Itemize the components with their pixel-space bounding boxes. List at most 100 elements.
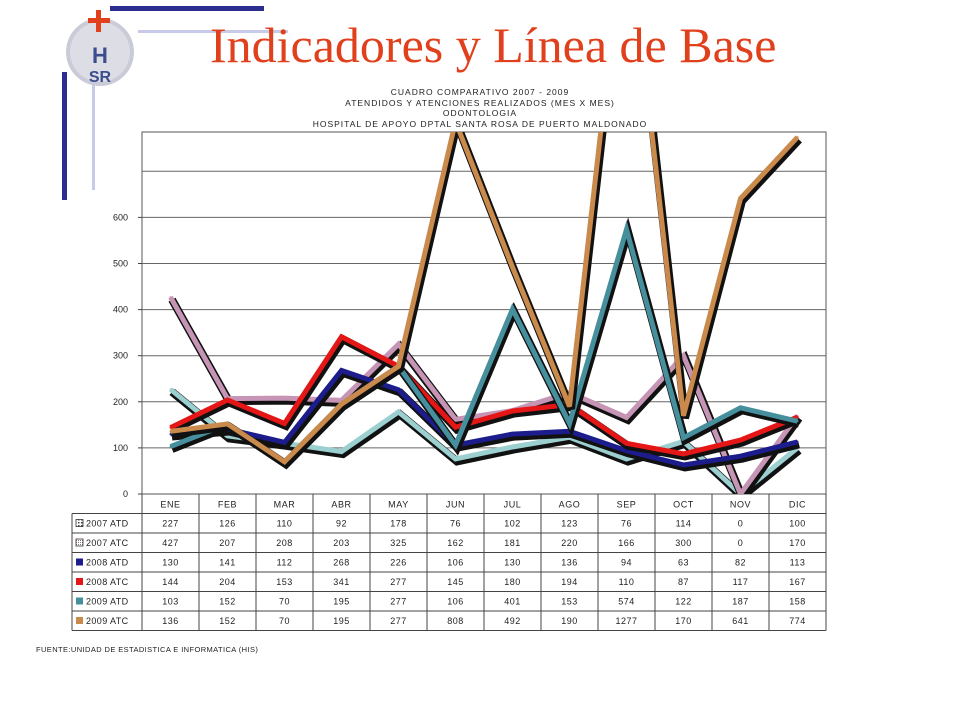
table-cell: 136 [162, 616, 179, 626]
table-cell: 1277 [615, 616, 637, 626]
table-cell: 574 [618, 597, 635, 607]
table-cell: 70 [279, 616, 290, 626]
table-cell: 123 [561, 519, 578, 529]
deco-line-horizontal-light [138, 30, 288, 33]
data-point [739, 455, 742, 458]
data-point [568, 405, 571, 408]
data-point [511, 410, 514, 413]
table-cell: 207 [219, 538, 236, 548]
table-cell: 141 [219, 558, 236, 568]
data-point [511, 433, 514, 436]
data-point [397, 410, 400, 413]
data-point [625, 416, 628, 419]
table-cell: 113 [790, 558, 806, 568]
table-cell: 170 [675, 616, 692, 626]
table-cell: 82 [735, 558, 746, 568]
table-cell: 641 [732, 616, 749, 626]
table-cell: 162 [447, 538, 464, 548]
table-cell: 180 [504, 577, 521, 587]
table-cell: 178 [390, 519, 407, 529]
table-cell: 130 [162, 558, 179, 568]
legend-label: 2009 ATD [86, 597, 129, 607]
category-label: MAY [388, 500, 409, 510]
data-point [454, 444, 457, 447]
legend-key [75, 519, 84, 527]
table-cell: 0 [738, 538, 744, 548]
data-point [340, 450, 343, 453]
table-cell: 341 [333, 577, 350, 587]
data-point [682, 463, 685, 466]
category-label: ABR [331, 500, 351, 510]
table-cell: 152 [219, 616, 236, 626]
data-point [682, 414, 685, 417]
y-tick-label: 400 [113, 305, 128, 315]
table-cell: 152 [219, 597, 236, 607]
y-tick-label: 600 [113, 212, 128, 222]
category-label: FEB [218, 500, 237, 510]
data-point [739, 439, 742, 442]
table-cell: 277 [390, 597, 407, 607]
table-cell: 76 [450, 519, 461, 529]
category-label: DIC [789, 500, 806, 510]
category-label: MAR [274, 500, 296, 510]
svg-text:H: H [92, 43, 108, 68]
table-cell: 170 [789, 538, 806, 548]
data-point [454, 418, 457, 421]
data-point [340, 403, 343, 406]
chart-title-line: ODONTOLOGIA [442, 108, 518, 118]
table-cell: 76 [621, 519, 632, 529]
table-cell: 130 [504, 558, 521, 568]
deco-line-vertical-light [92, 40, 95, 190]
category-label: AGO [559, 500, 581, 510]
table-cell: 204 [219, 577, 236, 587]
data-point [625, 449, 628, 452]
y-tick-label: 300 [113, 351, 128, 361]
data-point [625, 457, 628, 460]
data-point [169, 430, 172, 433]
table-cell: 106 [447, 558, 464, 568]
table-cell: 70 [279, 597, 290, 607]
data-point [796, 420, 799, 423]
y-tick-label: 500 [113, 259, 128, 269]
series-line [170, 132, 800, 465]
data-point [568, 422, 571, 425]
data-point [397, 365, 400, 368]
table-cell: 181 [504, 538, 521, 548]
data-point [454, 426, 457, 429]
table-cell: 208 [276, 538, 293, 548]
table-cell: 103 [162, 597, 179, 607]
table-cell: 110 [277, 519, 293, 529]
table-cell: 220 [561, 538, 578, 548]
table-cell: 195 [333, 616, 350, 626]
table-cell: 277 [390, 616, 407, 626]
y-tick-label: 100 [113, 443, 128, 453]
data-point [454, 457, 457, 460]
table-cell: 195 [333, 597, 350, 607]
table-cell: 153 [276, 577, 293, 587]
table-cell: 300 [675, 538, 692, 548]
table-cell: 227 [162, 519, 179, 529]
legend-key [75, 538, 84, 547]
data-point [511, 308, 514, 311]
table-cell: 427 [162, 538, 179, 548]
table-cell: 277 [390, 577, 407, 587]
table-cell: 145 [447, 577, 464, 587]
hospital-logo: H SR [66, 10, 134, 86]
data-source-note: FUENTE:UNIDAD DE ESTADISTICA E INFORMATI… [36, 645, 259, 654]
deco-line-vertical [62, 72, 67, 200]
y-tick-label: 200 [113, 397, 128, 407]
data-point [397, 388, 400, 391]
table-cell: 136 [561, 558, 578, 568]
data-point [625, 228, 628, 231]
table-cell: 167 [789, 577, 806, 587]
table-cell: 0 [738, 519, 744, 529]
data-point [226, 398, 229, 401]
table-cell: 87 [678, 577, 689, 587]
table-cell: 325 [390, 538, 407, 548]
category-label: SEP [617, 500, 637, 510]
table-cell: 158 [789, 597, 806, 607]
data-point [796, 440, 799, 443]
series-line [170, 367, 799, 468]
table-cell: 194 [561, 577, 578, 587]
